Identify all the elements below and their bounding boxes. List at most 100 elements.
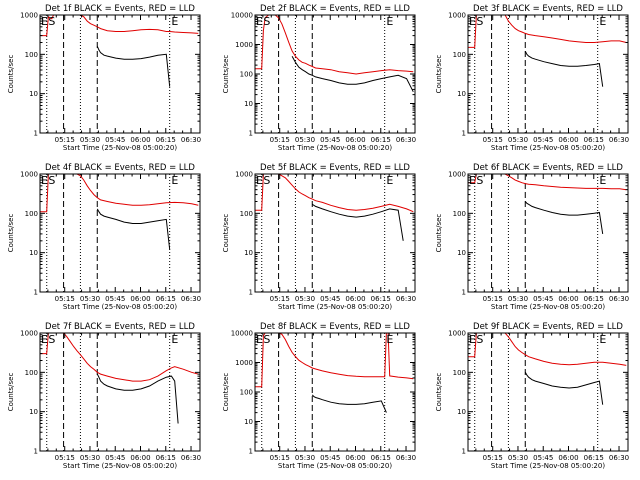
- marker-s: S: [476, 174, 483, 187]
- y-axis-label: Counts/sec: [222, 373, 230, 412]
- marker-s: S: [263, 333, 270, 346]
- marker-e-end: E: [599, 15, 606, 28]
- y-tick-label: 1000: [235, 359, 253, 367]
- x-tick-label: 06:15: [371, 136, 391, 144]
- marker-e-end: E: [386, 174, 393, 187]
- x-tick-label: 06:00: [345, 295, 365, 303]
- y-tick-label: 1000: [448, 12, 466, 20]
- x-tick-label: 05:30: [508, 136, 528, 144]
- marker-e-start: E: [256, 174, 263, 187]
- y-axis-label: Counts/sec: [7, 373, 15, 412]
- x-tick-label: 06:15: [371, 454, 391, 462]
- x-axis-label: Start Time (25-Nov-08 05:00:20): [491, 303, 605, 311]
- marker-s: S: [263, 15, 270, 28]
- x-tick-label: 05:15: [55, 454, 75, 462]
- y-tick-label: 100: [25, 369, 38, 377]
- chart-panel-6: Det 6f BLACK = Events, RED = LLD 1 10 100 10…: [435, 163, 629, 311]
- marker-e-end: E: [386, 15, 393, 28]
- y-axis-label: Counts/sec: [222, 55, 230, 94]
- x-axis-label: Start Time (25-Nov-08 05:00:20): [491, 462, 605, 470]
- y-tick-label: 10000: [231, 12, 253, 20]
- series-events-line: [96, 46, 171, 87]
- y-tick-label: 1000: [235, 41, 253, 49]
- x-tick-label: 06:30: [181, 295, 201, 303]
- plot-frame: [254, 173, 416, 293]
- x-tick-label: 06:30: [181, 136, 201, 144]
- x-tick-label: 06:30: [609, 295, 629, 303]
- panel-title: Det 4f BLACK = Events, RED = LLD: [45, 163, 195, 173]
- marker-s: S: [476, 15, 483, 28]
- chart-panel-1: Det 1f BLACK = Events, RED = LLD 1 10 100 10…: [7, 4, 201, 152]
- y-tick-label: 1: [462, 289, 466, 297]
- marker-e-end: E: [171, 15, 178, 28]
- y-tick-label: 100: [240, 210, 253, 218]
- marker-s: S: [48, 174, 55, 187]
- x-tick-label: 05:30: [295, 454, 315, 462]
- y-tick-label: 1: [249, 289, 253, 297]
- x-tick-label: 05:30: [295, 136, 315, 144]
- y-tick-label: 1000: [235, 171, 253, 179]
- marker-e-start: E: [469, 174, 476, 187]
- y-tick-label: 1: [34, 130, 38, 138]
- x-tick-label: 05:45: [105, 295, 125, 303]
- y-tick-label: 10: [244, 249, 253, 257]
- x-tick-label: 06:15: [584, 136, 604, 144]
- x-tick-label: 05:45: [320, 454, 340, 462]
- y-axis-label: Counts/sec: [7, 55, 15, 94]
- marker-e-end: E: [599, 174, 606, 187]
- y-tick-label: 100: [25, 51, 38, 59]
- x-tick-label: 06:00: [558, 454, 578, 462]
- x-tick-label: 05:15: [55, 295, 75, 303]
- chart-panel-5: Det 5f BLACK = Events, RED = LLD 1 10 100 10…: [222, 163, 416, 311]
- series-events-line: [291, 55, 414, 93]
- x-tick-label: 05:30: [80, 136, 100, 144]
- x-tick-label: 05:30: [508, 295, 528, 303]
- y-tick-label: 1000: [20, 12, 38, 20]
- y-axis-label: Counts/sec: [7, 214, 15, 253]
- x-tick-label: 05:30: [508, 454, 528, 462]
- x-tick-label: 05:30: [80, 295, 100, 303]
- plot-frame: [39, 332, 201, 452]
- marker-e-start: E: [256, 333, 263, 346]
- x-tick-label: 06:15: [371, 295, 391, 303]
- marker-s: S: [476, 333, 483, 346]
- panel-title: Det 2f BLACK = Events, RED = LLD: [260, 4, 410, 14]
- x-tick-label: 06:30: [181, 454, 201, 462]
- marker-e-end: E: [599, 333, 606, 346]
- chart-panel-8: Det 8f BLACK = Events, RED = LLD 1 10 100 10…: [222, 322, 416, 470]
- x-tick-label: 05:45: [320, 295, 340, 303]
- marker-s: S: [48, 333, 55, 346]
- panel-title: Det 8f BLACK = Events, RED = LLD: [260, 322, 410, 332]
- x-axis-label: Start Time (25-Nov-08 05:00:20): [278, 303, 392, 311]
- panel-title: Det 6f BLACK = Events, RED = LLD: [473, 163, 623, 173]
- marker-e-start: E: [41, 174, 48, 187]
- x-tick-label: 05:15: [270, 295, 290, 303]
- marker-e-start: E: [41, 333, 48, 346]
- y-axis-label: Counts/sec: [435, 373, 443, 412]
- series-events-line: [524, 201, 604, 234]
- x-axis-label: Start Time (25-Nov-08 05:00:20): [278, 462, 392, 470]
- y-tick-label: 10: [244, 418, 253, 426]
- y-tick-label: 10: [29, 408, 38, 416]
- chart-panel-9: Det 9f BLACK = Events, RED = LLD 1 10 100 10…: [435, 322, 629, 470]
- plot-frame: [467, 173, 629, 293]
- x-tick-label: 06:15: [156, 136, 176, 144]
- x-tick-label: 06:30: [396, 295, 416, 303]
- plot-frame: [39, 14, 201, 134]
- y-tick-label: 1000: [448, 171, 466, 179]
- marker-e-start: E: [41, 15, 48, 28]
- x-tick-label: 06:15: [156, 454, 176, 462]
- x-tick-label: 06:15: [584, 295, 604, 303]
- x-tick-label: 06:15: [156, 295, 176, 303]
- series-events-line: [311, 394, 387, 413]
- chart-panel-2: Det 2f BLACK = Events, RED = LLD 1 10 100 10…: [222, 4, 416, 152]
- series-events-line: [96, 373, 179, 424]
- y-tick-label: 10: [457, 249, 466, 257]
- x-tick-label: 06:15: [584, 454, 604, 462]
- y-tick-label: 100: [240, 389, 253, 397]
- panel-title: Det 7f BLACK = Events, RED = LLD: [45, 322, 195, 332]
- y-tick-label: 10000: [231, 330, 253, 338]
- x-tick-label: 06:00: [345, 136, 365, 144]
- x-tick-label: 06:30: [609, 454, 629, 462]
